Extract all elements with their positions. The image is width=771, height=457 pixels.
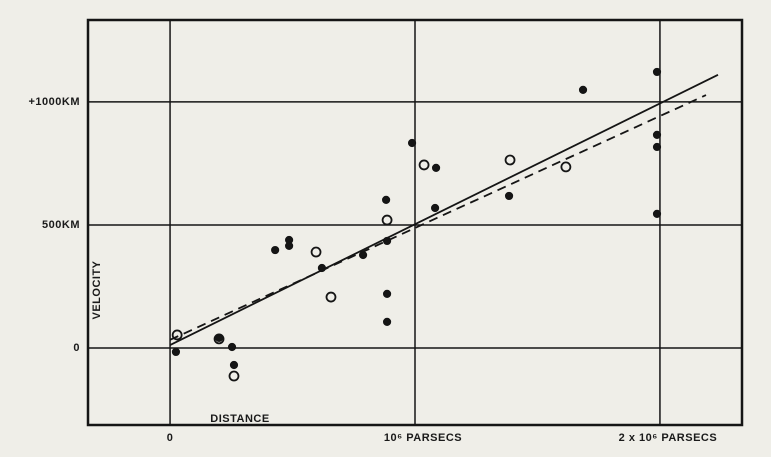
open-point — [171, 329, 183, 341]
x-axis-label: DISTANCE — [210, 413, 269, 425]
filled-point — [652, 130, 662, 140]
y-tick-label: +1000KM — [28, 96, 80, 108]
filled-point — [271, 245, 280, 255]
open-point — [310, 246, 322, 258]
filled-point — [652, 67, 662, 77]
filled-point — [578, 85, 588, 94]
filled-point — [431, 163, 441, 172]
filled-point — [284, 241, 294, 250]
open-point — [418, 159, 430, 171]
fit-line — [169, 74, 719, 346]
filled-point — [171, 347, 181, 357]
y-axis-label: VELOCITY — [91, 260, 103, 319]
x-tick-label: 2 x 10⁶ PARSECS — [619, 432, 718, 444]
open-point — [325, 291, 337, 303]
filled-point — [430, 203, 440, 213]
open-point — [504, 154, 516, 166]
filled-point — [382, 289, 392, 298]
filled-point — [652, 142, 662, 152]
open-point — [381, 214, 393, 226]
filled-point — [227, 342, 237, 352]
open-point — [228, 370, 240, 382]
x-tick-label: 0 — [167, 432, 174, 444]
filled-point — [381, 195, 391, 204]
open-point — [560, 161, 572, 173]
fit-line — [169, 94, 707, 341]
filled-point — [652, 209, 662, 218]
y-tick-label: 500KM — [42, 219, 80, 231]
x-tick-label: 10⁶ PARSECS — [384, 432, 462, 444]
open-point — [213, 333, 225, 345]
filled-point — [229, 360, 239, 370]
y-tick-label: 0 — [73, 342, 80, 354]
filled-point — [504, 191, 514, 201]
filled-point — [382, 317, 392, 327]
filled-point — [407, 138, 417, 148]
